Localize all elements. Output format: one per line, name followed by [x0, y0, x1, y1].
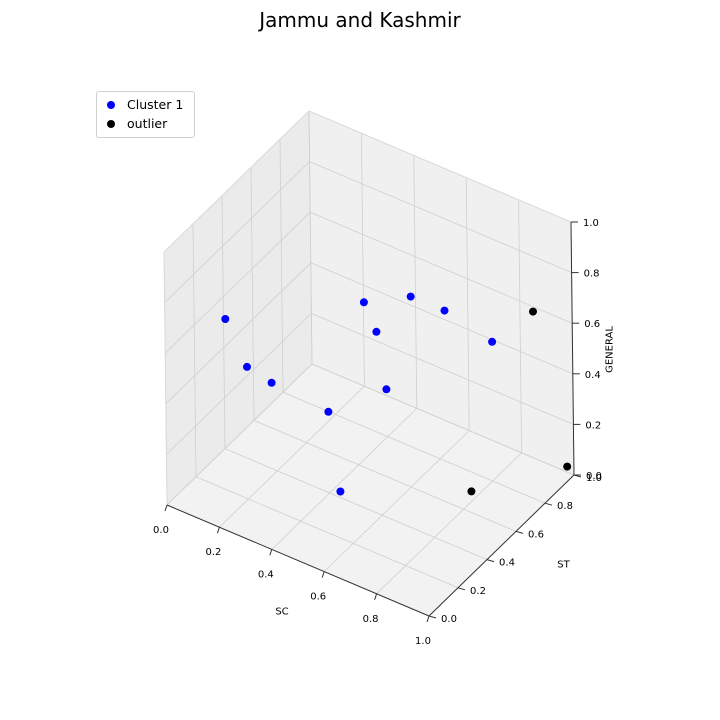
grid-line-left-z-2: [165, 262, 312, 405]
back-pane: [309, 111, 574, 475]
grid-line-back-z-2: [310, 262, 573, 375]
z-tick-label-2: 0.4: [585, 370, 601, 381]
data-point-outlier-0: [467, 487, 476, 496]
x-tick-label-1: 0.2: [205, 547, 221, 558]
grid-line-back-x-4: [518, 199, 522, 453]
legend-item-cluster-1: Cluster 1: [97, 95, 194, 114]
grid-line-floor-y-2: [224, 448, 488, 560]
data-point-cluster-1-3: [324, 407, 333, 416]
grid-line-back-z-3: [310, 211, 573, 324]
x-tick-label-2: 0.4: [258, 569, 274, 580]
data-point-cluster-1-1: [243, 362, 251, 371]
data-point-cluster-1-8: [406, 292, 415, 301]
legend-label-cluster-1: Cluster 1: [127, 97, 184, 112]
grid-line-back-x-3: [465, 177, 470, 431]
z-tick-label-1: 0.2: [585, 420, 601, 431]
legend-label-outlier: outlier: [127, 116, 168, 131]
grid-line-back-x-2: [413, 155, 418, 409]
z-axis-label: GENERAL: [605, 326, 616, 373]
y-axis-line: [428, 474, 575, 617]
pane-edge-top-back: [308, 110, 572, 223]
z-axis-line: [570, 221, 575, 476]
grid-line-floor-x-4: [376, 452, 522, 595]
grid-line-left-z-0: [166, 363, 313, 506]
y-tick-mark-0: [428, 615, 437, 619]
grid-line-left-y-3: [250, 167, 255, 421]
pane-edge-top-left: [163, 110, 310, 253]
legend: Cluster 1 outlier: [96, 91, 195, 138]
y-axis-label: ST: [557, 560, 570, 571]
grid-line-left-y-4: [279, 139, 284, 393]
grid-line-left-z-1: [166, 313, 312, 455]
x-tick-label-0: 0.0: [153, 525, 169, 536]
x-axis-label: SC: [275, 607, 288, 618]
x-tick-mark-5: [426, 615, 430, 623]
grid-line-left-y-5: [308, 110, 313, 365]
x-tick-label-5: 1.0: [415, 636, 431, 647]
data-point-outlier-1: [529, 307, 537, 316]
data-point-cluster-1-5: [372, 327, 381, 336]
grid-line-floor-x-1: [219, 385, 365, 528]
x-tick-label-4: 0.8: [363, 614, 379, 625]
z-tick-label-4: 0.8: [584, 269, 600, 280]
y-tick-label-0: 0.0: [441, 614, 457, 625]
data-point-cluster-1-9: [440, 306, 449, 315]
grid-line-left-z-4: [164, 161, 310, 303]
tick-labels: 0.0 0.0 0.0 0.2 0.2 0.2 0.4 0.4 0.4 0.6 0.6 0.6 0.8 0…: [153, 218, 602, 647]
x-axis-line: [166, 504, 430, 617]
y-tick-label-4: 0.8: [557, 501, 573, 512]
z-tick-label-3: 0.6: [584, 319, 600, 330]
grid-line-floor-y-3: [253, 420, 517, 532]
left-pane: [164, 111, 312, 505]
x-tick-mark-1: [216, 527, 220, 534]
data-point-cluster-1-6: [359, 298, 368, 307]
z-tick-label-5: 1.0: [583, 218, 599, 229]
x-tick-mark-0: [164, 504, 168, 512]
grid-line-back-z-4: [309, 161, 572, 273]
data-point-cluster-1-2: [267, 378, 276, 387]
grid-line-left-z-3: [164, 211, 311, 354]
grid-line-floor-y-5: [311, 363, 575, 476]
legend-marker-outlier: [107, 119, 115, 128]
z-tick-label-0: 0.0: [586, 471, 602, 482]
data-points: [221, 292, 572, 496]
grid-line-floor-y-1: [195, 476, 459, 589]
y-tick-mark-5: [573, 474, 582, 478]
data-point-cluster-1-0: [221, 315, 230, 323]
axis-lines: [163, 110, 582, 623]
grid-line-back-x-1: [361, 133, 365, 387]
grid-line-left-y-1: [192, 223, 197, 477]
y-tick-label-5: 1.0: [586, 473, 602, 484]
y-tick-mark-1: [457, 587, 466, 591]
grid-line-floor-x-2: [271, 408, 418, 550]
legend-item-outlier: outlier: [97, 114, 194, 133]
y-tick-label-2: 0.4: [499, 558, 515, 569]
grid-line-floor-x-3: [323, 430, 470, 572]
grid-line-back-z-1: [311, 313, 574, 425]
chart-title: Jammu and Kashmir: [259, 8, 461, 32]
axis-labels: SC ST GENERAL: [275, 326, 615, 618]
x-tick-mark-2: [269, 549, 273, 556]
x-tick-label-3: 0.6: [310, 592, 326, 603]
x-tick-mark-3: [321, 571, 325, 578]
data-point-cluster-1-4: [336, 487, 345, 496]
y-tick-mark-2: [486, 559, 495, 563]
x-tick-mark-4: [374, 593, 378, 600]
y-tick-mark-4: [544, 502, 553, 506]
data-point-cluster-1-10: [488, 337, 497, 346]
y-tick-mark-3: [515, 530, 524, 534]
pane-edge-front-vertical: [163, 251, 168, 506]
legend-marker-cluster-1: [107, 100, 115, 109]
y-tick-label-3: 0.6: [528, 529, 544, 540]
y-tick-label-1: 0.2: [470, 586, 486, 597]
data-point-cluster-1-7: [382, 385, 391, 394]
data-point-outlier-2: [563, 462, 572, 471]
